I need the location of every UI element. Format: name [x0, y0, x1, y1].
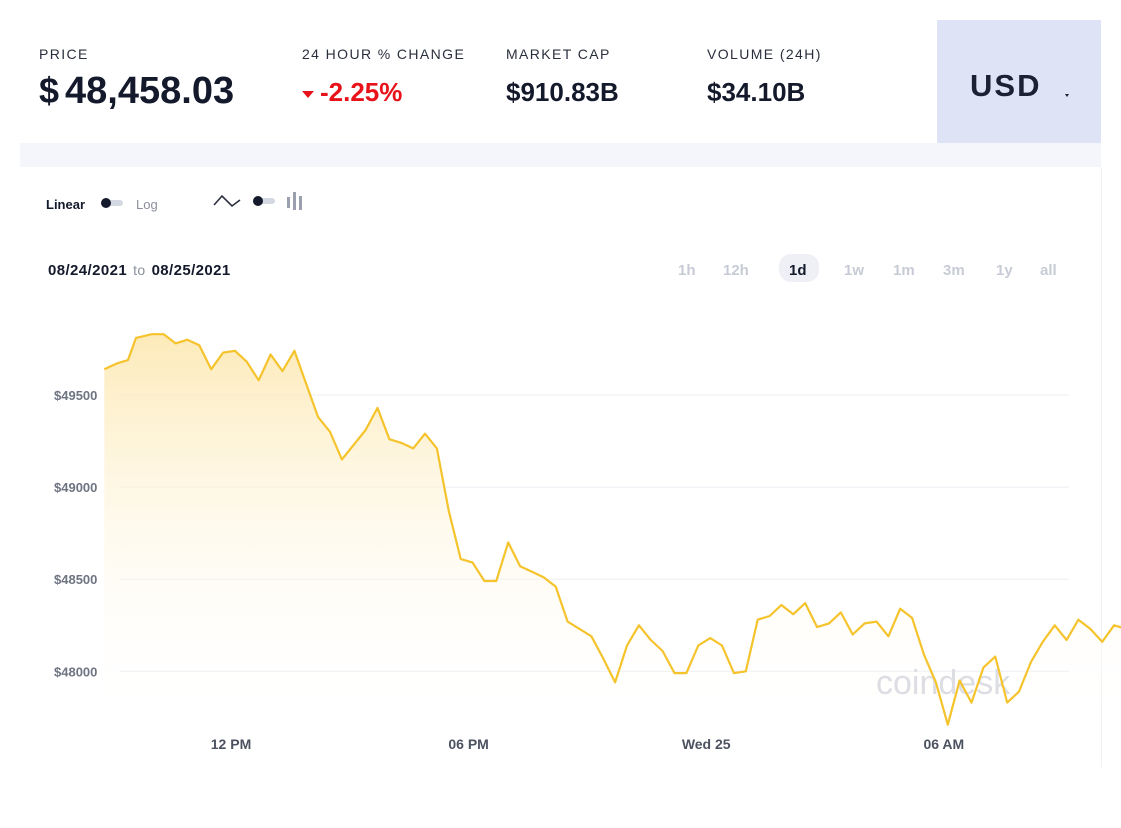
- x-tick-label: 06 AM: [923, 736, 964, 752]
- volume-value: $34.10B: [707, 77, 806, 107]
- scale-log-label[interactable]: Log: [136, 197, 158, 212]
- y-tick-label: $48500: [54, 572, 97, 587]
- x-tick-label: Wed 25: [682, 736, 731, 752]
- change-number: -2.25%: [320, 77, 403, 107]
- period-1w[interactable]: 1w: [844, 262, 865, 279]
- market-cap-stat: MARKET CAP $910.83B: [506, 46, 619, 108]
- period-1m[interactable]: 1m: [893, 262, 915, 279]
- volume-stat: VOLUME (24H) $34.10B: [707, 46, 822, 108]
- candlestick-icon[interactable]: [284, 190, 306, 212]
- price-line[interactable]: [103, 333, 1121, 726]
- market-cap-value: $910.83B: [506, 77, 619, 107]
- coindesk-watermark: coindesk: [876, 664, 1011, 702]
- stats-bar: PRICE $48,458.03 24 HOUR % CHANGE -2.25%…: [20, 20, 937, 143]
- market-cap-label: MARKET CAP: [506, 46, 611, 62]
- change-label: 24 HOUR % CHANGE: [302, 46, 466, 62]
- y-tick-label: $48000: [54, 664, 97, 679]
- change-value: -2.25%: [302, 77, 465, 108]
- scale-toggle-knob: [101, 198, 111, 208]
- period-3m[interactable]: 3m: [943, 262, 965, 279]
- chart-type-toggle[interactable]: [253, 196, 275, 206]
- range-from[interactable]: 08/24/2021: [48, 262, 128, 279]
- currency-code: USD: [970, 68, 1042, 103]
- price-number: 48,458.03: [65, 70, 235, 112]
- y-axis: $48000 $48500 $49000 $49500: [54, 388, 97, 679]
- period-1y[interactable]: 1y: [996, 262, 1013, 279]
- y-tick-label: $49000: [54, 480, 97, 495]
- price-stat: PRICE $48,458.03: [39, 46, 234, 113]
- y-tick-label: $49500: [54, 388, 97, 403]
- header-divider: [20, 143, 1101, 167]
- scale-toggle[interactable]: [101, 198, 123, 208]
- volume-label: VOLUME (24H): [707, 46, 822, 62]
- x-tick-label: 06 PM: [448, 736, 488, 752]
- x-tick-label: 12 PM: [211, 736, 251, 752]
- price-label: PRICE: [39, 46, 89, 62]
- period-1h[interactable]: 1h: [678, 262, 696, 279]
- period-all[interactable]: all: [1040, 262, 1057, 279]
- change-stat: 24 HOUR % CHANGE -2.25%: [302, 46, 465, 108]
- period-12h[interactable]: 12h: [723, 262, 749, 279]
- line-chart-icon[interactable]: [212, 192, 242, 210]
- caret-down-icon: [1065, 94, 1069, 97]
- price-area: [104, 334, 1121, 725]
- down-triangle-icon: [302, 90, 314, 98]
- price-value: $48,458.03: [39, 70, 234, 113]
- period-1d[interactable]: 1d: [789, 262, 807, 279]
- period-selector: 1h 12h 1d 1w 1m 3m 1y all: [666, 254, 1076, 286]
- scale-linear-label[interactable]: Linear: [46, 197, 86, 212]
- currency-symbol: $: [39, 70, 60, 111]
- currency-selector[interactable]: USD: [937, 20, 1101, 143]
- active-period-highlight: [779, 254, 819, 282]
- chart-type-toggle-knob: [253, 196, 263, 206]
- x-axis: 12 PM 06 PM Wed 25 06 AM: [211, 736, 964, 752]
- range-to-word: to: [133, 262, 146, 278]
- range-to[interactable]: 08/25/2021: [151, 262, 231, 279]
- date-range[interactable]: 08/24/2021 to 08/25/2021: [48, 262, 231, 279]
